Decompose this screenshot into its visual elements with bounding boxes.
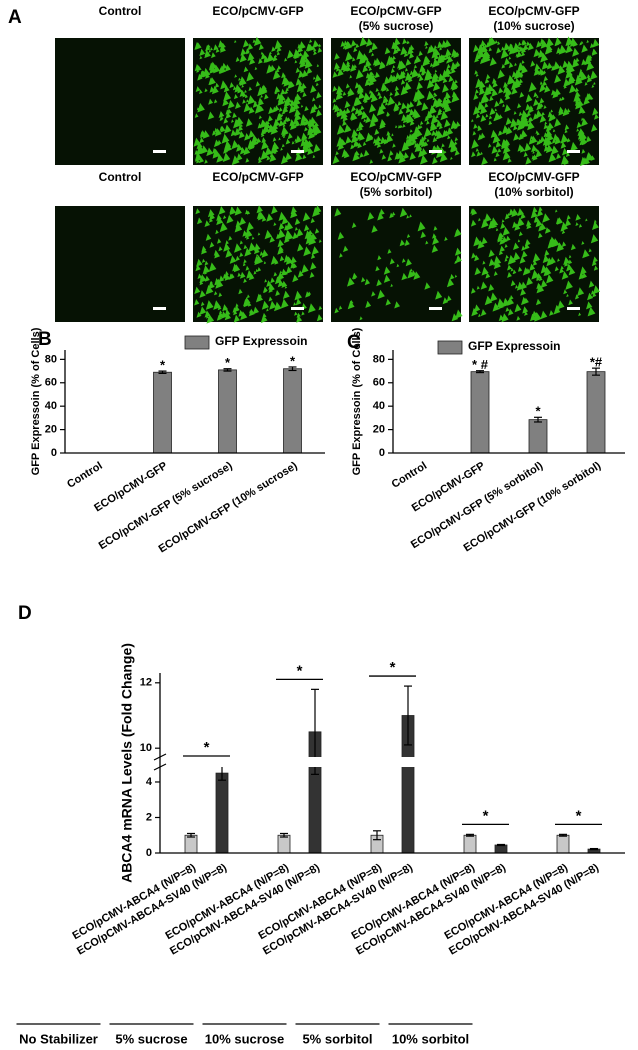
y-tick-label: 0	[51, 447, 57, 459]
legend-label: GFP Expressoin	[468, 339, 560, 353]
image-label: ECO/pCMV-GFP	[212, 170, 303, 184]
bar	[218, 369, 237, 454]
x-tick-label: Control	[65, 460, 105, 491]
image-label: (5% sucrose)	[359, 19, 434, 33]
micrograph	[193, 206, 323, 322]
bar	[463, 834, 477, 854]
cell-fluorescence	[471, 36, 600, 167]
group-label: 5% sorbitol	[302, 1031, 372, 1046]
image-label: ECO/pCMV-GFP	[350, 4, 441, 18]
image-label: (5% sorbitol)	[360, 185, 433, 199]
y-tick-label: 80	[373, 353, 385, 365]
y-tick-label: 4	[146, 776, 153, 788]
y-tick-label: 10	[140, 742, 152, 754]
image-label: (10% sorbitol)	[494, 185, 573, 199]
scale-bar	[429, 307, 442, 310]
cell-fluorescence	[470, 206, 600, 323]
significance-mark: *	[483, 807, 489, 824]
y-tick-label: 20	[45, 423, 57, 435]
bar	[470, 371, 490, 454]
scale-bar	[291, 307, 304, 310]
y-tick-label: 60	[373, 377, 385, 389]
bar	[184, 834, 198, 854]
bar	[494, 844, 508, 854]
y-tick-label: 60	[45, 377, 57, 389]
significance-mark: *	[160, 358, 166, 373]
micrograph	[55, 38, 185, 165]
scale-bar	[153, 150, 166, 153]
y-tick-label: 40	[373, 400, 385, 412]
image-label: ECO/pCMV-GFP	[350, 170, 441, 184]
image-label: (10% sucrose)	[493, 19, 574, 33]
scale-bar	[429, 150, 442, 153]
scale-bar	[567, 150, 580, 153]
y-tick-label: 80	[45, 353, 57, 365]
image-label: ECO/pCMV-GFP	[488, 170, 579, 184]
bar	[277, 834, 291, 854]
y-axis-label: GFP Expressoin (% of Cells)	[30, 327, 42, 475]
panel-label: C	[347, 332, 361, 353]
y-tick-label: 2	[146, 811, 152, 823]
bar	[556, 834, 570, 854]
x-tick-label: ECO/pCMV-GFP (10% sucrose)	[157, 460, 300, 556]
cell-fluorescence	[194, 205, 323, 324]
image-label: ECO/pCMV-GFP	[212, 4, 303, 18]
image-label: Control	[99, 4, 142, 18]
image-label: Control	[99, 170, 142, 184]
legend-swatch	[437, 340, 463, 355]
significance-mark: *	[390, 659, 396, 676]
x-tick-label: Control	[390, 460, 430, 491]
y-tick-label: 40	[45, 400, 57, 412]
group-label: 10% sucrose	[205, 1031, 285, 1046]
cell-fluorescence	[193, 36, 323, 166]
axis-break	[152, 757, 625, 767]
significance-mark: * #	[472, 357, 489, 372]
group-label: No Stabilizer	[19, 1031, 98, 1046]
significance-mark: *#	[590, 355, 603, 370]
micrograph	[55, 206, 185, 322]
significance-mark: *	[225, 355, 231, 370]
bar	[215, 772, 229, 854]
scale-bar	[153, 307, 166, 310]
significance-mark: *	[297, 662, 303, 679]
significance-mark: *	[576, 807, 582, 824]
legend-swatch	[184, 335, 210, 350]
image-label: ECO/pCMV-GFP	[488, 4, 579, 18]
significance-mark: *	[535, 404, 541, 419]
y-tick-label: 0	[146, 847, 152, 859]
bar	[528, 419, 548, 454]
group-label: 5% sucrose	[115, 1031, 187, 1046]
y-tick-label: 20	[373, 423, 385, 435]
panel-label: B	[38, 329, 52, 350]
panel-label: A	[8, 7, 22, 28]
cell-fluorescence	[332, 36, 461, 165]
significance-mark: *	[290, 353, 296, 368]
y-axis-label: ABCA4 mRNA Levels (Fold Change)	[119, 643, 135, 883]
scale-bar	[291, 150, 304, 153]
group-label: 10% sorbitol	[392, 1031, 469, 1046]
legend-label: GFP Expressoin	[215, 334, 307, 348]
panel-label: D	[18, 603, 32, 624]
scale-bar	[567, 307, 580, 310]
bar	[586, 371, 606, 454]
y-tick-label: 12	[140, 677, 152, 689]
significance-mark: *	[204, 739, 210, 756]
y-axis-label: GFP Expressoin (% of Cells)	[351, 327, 363, 475]
y-tick-label: 0	[379, 447, 385, 459]
bar	[153, 371, 172, 454]
bar	[283, 368, 302, 454]
